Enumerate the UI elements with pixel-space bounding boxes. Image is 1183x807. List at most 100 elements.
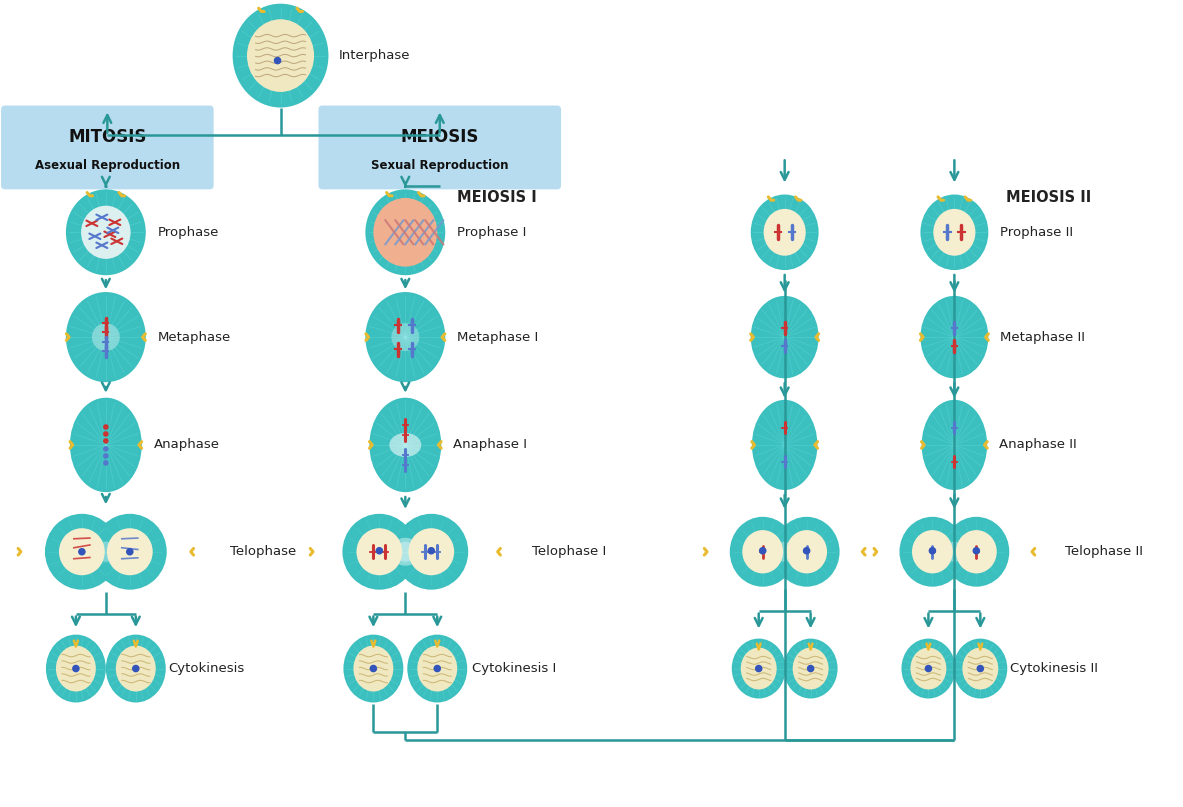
Ellipse shape [732, 638, 786, 699]
Circle shape [103, 453, 109, 458]
Text: Asexual Reproduction: Asexual Reproduction [34, 159, 180, 172]
Text: MITOSIS: MITOSIS [69, 128, 147, 146]
Ellipse shape [901, 638, 956, 699]
Ellipse shape [45, 514, 118, 590]
Circle shape [972, 547, 981, 554]
Ellipse shape [741, 647, 777, 689]
Ellipse shape [233, 4, 329, 107]
Circle shape [759, 547, 767, 554]
Ellipse shape [59, 529, 105, 575]
FancyBboxPatch shape [318, 106, 561, 190]
Circle shape [925, 665, 932, 672]
Text: Telophase I: Telophase I [531, 546, 606, 558]
Circle shape [78, 548, 85, 555]
Ellipse shape [92, 323, 119, 351]
Circle shape [103, 446, 109, 452]
Circle shape [72, 665, 79, 672]
Ellipse shape [418, 646, 458, 692]
Circle shape [427, 547, 435, 554]
Ellipse shape [911, 647, 946, 689]
Text: MEIOSIS II: MEIOSIS II [1007, 190, 1092, 205]
FancyBboxPatch shape [1, 106, 214, 190]
Text: Interphase: Interphase [338, 49, 411, 62]
Text: MEIOSIS I: MEIOSIS I [458, 190, 537, 205]
Text: Anaphase: Anaphase [154, 438, 220, 451]
Ellipse shape [943, 516, 1009, 587]
Ellipse shape [82, 206, 130, 259]
Ellipse shape [793, 647, 828, 689]
Ellipse shape [920, 296, 988, 378]
Ellipse shape [354, 646, 393, 692]
Circle shape [803, 547, 810, 554]
Ellipse shape [912, 530, 952, 574]
Text: Anaphase I: Anaphase I [453, 438, 528, 451]
Circle shape [132, 665, 140, 672]
Ellipse shape [922, 399, 987, 490]
Ellipse shape [366, 190, 445, 275]
Circle shape [929, 547, 936, 554]
Ellipse shape [342, 514, 416, 590]
Text: Anaphase II: Anaphase II [1000, 438, 1077, 451]
Text: Prophase I: Prophase I [458, 226, 526, 239]
Ellipse shape [763, 209, 806, 256]
Text: Sexual Reproduction: Sexual Reproduction [371, 159, 509, 172]
Text: Cytokinesis: Cytokinesis [169, 662, 245, 675]
Circle shape [375, 547, 383, 554]
Ellipse shape [933, 209, 976, 256]
Ellipse shape [944, 541, 964, 562]
Ellipse shape [56, 646, 96, 692]
Ellipse shape [742, 530, 783, 574]
Ellipse shape [751, 194, 819, 270]
Text: Telophase: Telophase [231, 546, 297, 558]
Ellipse shape [752, 399, 817, 490]
Text: Cytokinesis I: Cytokinesis I [472, 662, 556, 675]
Circle shape [433, 665, 441, 672]
Ellipse shape [395, 541, 415, 562]
Ellipse shape [751, 296, 819, 378]
Ellipse shape [962, 647, 998, 689]
Ellipse shape [374, 198, 438, 266]
Text: Metaphase II: Metaphase II [1001, 331, 1085, 344]
Ellipse shape [105, 634, 166, 702]
Ellipse shape [96, 541, 116, 562]
Ellipse shape [389, 433, 421, 457]
Text: Metaphase I: Metaphase I [458, 331, 538, 344]
Circle shape [755, 665, 763, 672]
Ellipse shape [92, 514, 167, 590]
Text: Prophase: Prophase [157, 226, 219, 239]
Ellipse shape [106, 529, 153, 575]
Text: MEIOSIS: MEIOSIS [401, 128, 479, 146]
Ellipse shape [116, 646, 156, 692]
Ellipse shape [247, 19, 313, 92]
Text: Telophase II: Telophase II [1065, 546, 1143, 558]
Ellipse shape [787, 530, 827, 574]
Ellipse shape [66, 190, 146, 275]
Circle shape [103, 424, 109, 430]
Text: Prophase II: Prophase II [1001, 226, 1073, 239]
Circle shape [273, 56, 282, 65]
Ellipse shape [394, 514, 468, 590]
Ellipse shape [774, 516, 840, 587]
Ellipse shape [70, 398, 142, 492]
Ellipse shape [920, 194, 988, 270]
Ellipse shape [366, 292, 445, 383]
Text: Metaphase: Metaphase [157, 331, 231, 344]
Ellipse shape [356, 529, 402, 575]
Circle shape [127, 548, 134, 555]
Circle shape [369, 665, 377, 672]
Ellipse shape [46, 634, 105, 702]
Text: Cytokinesis II: Cytokinesis II [1010, 662, 1098, 675]
Ellipse shape [953, 638, 1007, 699]
Circle shape [807, 665, 814, 672]
Ellipse shape [66, 292, 146, 383]
Circle shape [976, 665, 984, 672]
Circle shape [103, 431, 109, 437]
Ellipse shape [392, 323, 419, 351]
Ellipse shape [390, 537, 420, 566]
Circle shape [103, 438, 109, 444]
Ellipse shape [899, 516, 965, 587]
Ellipse shape [407, 634, 467, 702]
Ellipse shape [343, 634, 403, 702]
Ellipse shape [369, 398, 441, 492]
Ellipse shape [956, 530, 997, 574]
